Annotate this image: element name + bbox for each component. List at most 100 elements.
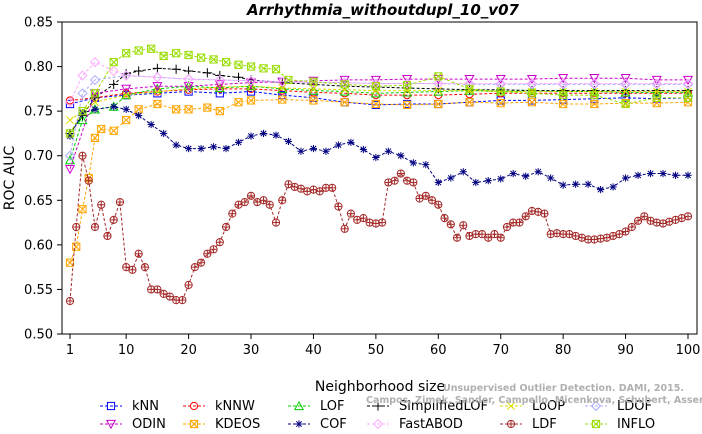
x-tick-label: 10 [118,343,135,358]
legend-marker-odin [105,419,117,430]
legend-item-kdeos: KDEOS [183,417,260,432]
point-ldf [178,296,187,305]
point-ldf [259,196,268,205]
point-ldf [534,207,543,216]
x-axis-title: Neighborhood size [315,379,445,395]
point-ldof [558,79,569,90]
point-kdeos [65,258,75,267]
legend-item-knn: kNN [100,399,159,414]
point-ldf [402,176,412,185]
y-tick-label: 0.50 [24,328,53,343]
point-ldf [683,212,693,221]
watermark-line-2: Campos, Zimek, Sander, Campello, Micenko… [366,395,702,406]
point-inflo [340,80,349,89]
point-cof [597,185,605,194]
point-ldf [228,209,237,218]
point-cof [147,120,155,129]
point-ldf [115,197,125,207]
point-odin [402,74,413,85]
y-tick-label: 0.85 [24,16,53,31]
point-lof [152,83,163,93]
point-kdeos [527,98,537,107]
point-kdeos [109,126,118,135]
point-ldof [89,74,101,86]
point-ldf [84,176,93,185]
point-cof [272,131,280,139]
point-kdeos [184,105,193,114]
point-inflo [527,89,537,98]
point-inflo [122,49,131,58]
point-cof [384,147,392,155]
point-fastabod [526,78,538,89]
point-ldf [484,233,493,242]
point-inflo [90,89,100,98]
point-kdeos [340,98,349,107]
point-cof [234,138,243,146]
point-cof [609,183,617,191]
point-ldf [184,280,193,290]
point-simplifiedlof [496,85,506,95]
point-odin [121,84,132,95]
legend-item-knnw: kNNW [183,399,255,414]
point-inflo [159,51,168,60]
point-ldf [571,231,580,241]
point-ldf [515,218,524,227]
point-ldf [221,222,231,232]
point-odin [651,75,662,86]
point-kdeos [78,205,87,214]
point-odin [370,75,381,86]
point-cof [122,105,130,113]
y-tick-label: 0.70 [24,149,53,164]
point-ldf [265,200,274,209]
point-ldf [353,215,362,224]
point-odin [214,80,225,90]
series-line-cof [69,106,688,191]
series-odin [64,74,694,175]
point-fastabod [682,78,694,89]
point-ldof [77,88,88,99]
point-ldf [602,233,611,242]
point-lof [77,114,88,125]
point-ldof [64,150,76,161]
legend-item-inflo: INFLO [585,417,655,432]
watermark-line-1: Unsupervised Outlier Detection. DAMI, 20… [443,383,684,394]
point-inflo [209,55,218,64]
point-cof [222,144,230,153]
point-fastabod [370,78,381,89]
y-tick-label: 0.65 [24,194,53,209]
point-ldf [303,187,312,196]
point-inflo [172,49,181,58]
point-cof [185,144,193,153]
point-ldf [290,182,299,192]
point-inflo [371,82,380,91]
point-kdeos [246,96,256,105]
point-inflo [234,60,243,69]
legend-item-cof: COF [288,417,347,432]
y-axis-title: ROC AUC [2,145,18,210]
legend-label-odin: ODIN [132,417,166,432]
point-loop [122,91,131,100]
point-ldf [196,258,206,267]
point-simplifiedlof [433,84,443,94]
legend-marker-ldof [590,400,602,412]
point-ldf [340,224,349,233]
point-inflo [621,99,630,109]
x-tick-label: 100 [676,343,701,358]
point-ldf [153,285,162,294]
point-ldf [384,178,393,187]
point-ldf [665,217,674,226]
point-odin [152,82,163,92]
point-fastabod [620,78,631,89]
point-fastabod [245,75,257,86]
point-lof [433,86,444,96]
point-ldf [134,249,143,258]
point-ldf [446,220,455,229]
legend-marker-ldf [506,419,516,429]
point-ldf [328,183,337,192]
series-line-knnw [69,88,688,101]
x-tick-label: 70 [492,343,509,358]
legend-label-fastabod: FastABOD [399,417,463,432]
legend-item-fastabod: FastABOD [367,417,463,432]
point-kdeos [134,105,143,114]
point-fastabod [464,78,475,89]
